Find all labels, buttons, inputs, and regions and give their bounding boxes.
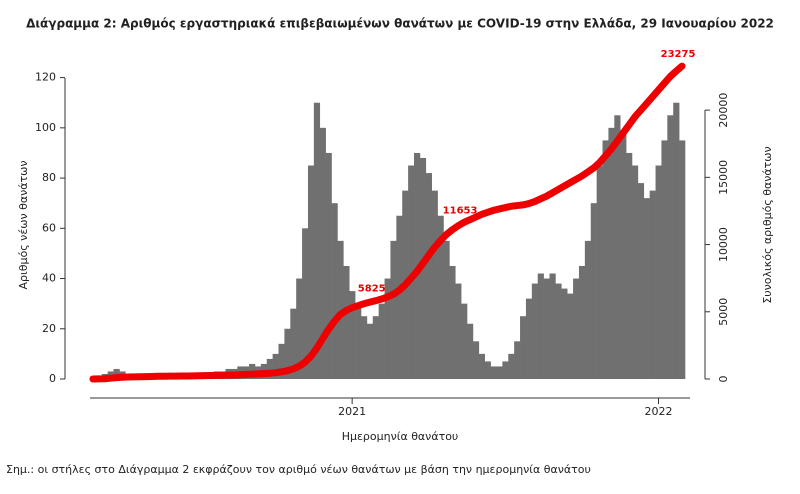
- y-tick-label: 60: [42, 221, 56, 234]
- bar: [302, 228, 309, 379]
- bar: [520, 316, 527, 379]
- bar: [325, 152, 332, 379]
- bar: [531, 283, 539, 379]
- value-label: 23275: [661, 49, 696, 60]
- bar: [313, 102, 321, 379]
- bar: [437, 215, 444, 379]
- bar: [443, 240, 450, 379]
- y-tick-label: 80: [42, 171, 56, 184]
- y2-tick-label: 15000: [717, 160, 730, 195]
- bar: [679, 140, 686, 379]
- bar: [372, 316, 379, 379]
- x-tick-label: 2021: [338, 405, 366, 418]
- bar: [567, 293, 574, 379]
- bar: [620, 132, 627, 379]
- bar: [490, 366, 497, 379]
- bar: [284, 328, 291, 379]
- bar: [360, 316, 368, 379]
- bar: [631, 165, 639, 379]
- bar: [655, 165, 662, 379]
- bar: [266, 358, 273, 379]
- bar: [673, 102, 680, 379]
- y-tick-label: 20: [42, 322, 56, 335]
- bar: [408, 165, 415, 379]
- bar: [461, 303, 468, 379]
- bar: [614, 115, 621, 380]
- bar: [467, 323, 474, 379]
- y2-tick-label: 5000: [717, 298, 730, 326]
- y2-tick-label: 20000: [717, 93, 730, 128]
- bar: [390, 240, 397, 379]
- bar: [449, 265, 456, 379]
- bar: [484, 361, 491, 379]
- bar: [502, 361, 509, 379]
- bar: [278, 343, 285, 379]
- bar: [555, 283, 562, 379]
- bar: [573, 278, 580, 379]
- x-tick-label: 2022: [644, 405, 672, 418]
- bar: [472, 341, 480, 379]
- chart-title: Διάγραμμα 2: Αριθμός εργαστηριακά επιβεβ…: [26, 17, 774, 31]
- bar: [378, 303, 385, 379]
- cumulative-line: [89, 62, 686, 383]
- bar: [626, 152, 633, 379]
- x-axis-label: Ημερομηνία θανάτου: [342, 430, 459, 443]
- bar: [596, 165, 603, 379]
- y2-tick-label: 0: [717, 376, 730, 383]
- bar: [290, 308, 297, 379]
- y-tick-label: 100: [35, 121, 56, 134]
- bar: [543, 278, 550, 379]
- bar: [296, 278, 303, 379]
- bar: [514, 341, 521, 379]
- y-tick-label: 0: [49, 372, 56, 385]
- bar: [643, 198, 650, 379]
- y-tick-label: 120: [35, 71, 56, 84]
- bar: [337, 240, 344, 379]
- bar: [496, 366, 503, 379]
- bar: [431, 190, 438, 379]
- bar: [667, 115, 674, 380]
- bar: [455, 283, 462, 379]
- y2-axis-label: Συνολικός αριθμός θανάτων: [761, 146, 774, 303]
- bar: [113, 368, 120, 379]
- bar: [649, 190, 656, 379]
- bar: [584, 240, 592, 379]
- bar: [272, 353, 279, 379]
- bar: [425, 173, 432, 379]
- bar: [331, 203, 338, 379]
- bar: [508, 353, 515, 379]
- y-tick-label: 40: [42, 272, 56, 285]
- bar: [349, 291, 356, 379]
- value-label: 5825: [358, 284, 386, 295]
- bar: [307, 165, 315, 379]
- bar: [590, 203, 597, 379]
- bar: [661, 140, 668, 379]
- bar: [537, 273, 544, 379]
- bar: [384, 278, 391, 379]
- bar: [343, 265, 350, 379]
- bar: [396, 215, 403, 379]
- bar: [366, 323, 374, 379]
- bar: [637, 183, 645, 379]
- bar: [602, 140, 609, 379]
- note: Σημ.: οι στήλες στο Διάγραμμα 2 εκφράζου…: [6, 463, 591, 476]
- value-label: 11653: [443, 205, 478, 216]
- bar: [319, 127, 326, 379]
- y2-tick-label: 10000: [717, 227, 730, 262]
- bar: [478, 353, 486, 379]
- y-axis-label: Αριθμός νέων θανάτων: [17, 161, 30, 290]
- bar: [355, 303, 362, 379]
- bar: [578, 265, 586, 379]
- bar: [561, 288, 568, 379]
- bar: [549, 273, 556, 379]
- bar: [608, 127, 615, 379]
- bar: [525, 298, 533, 379]
